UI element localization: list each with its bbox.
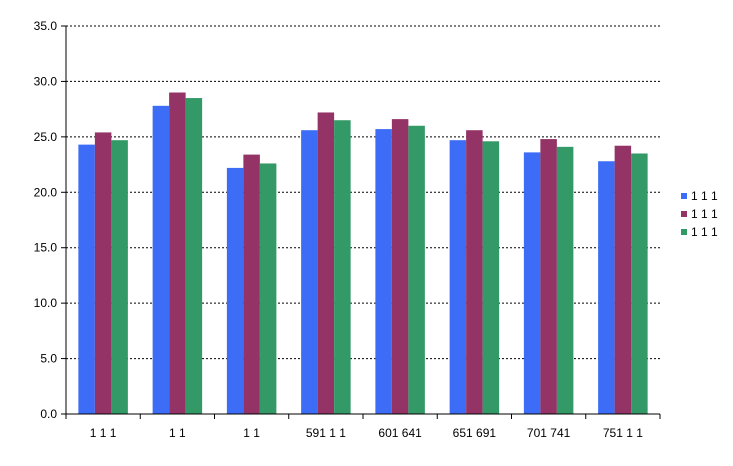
bar	[614, 145, 632, 414]
y-tick-label: 0.0	[40, 407, 57, 421]
grid-lines	[66, 25, 660, 360]
bar	[243, 154, 260, 414]
y-tick-label: 10.0	[34, 296, 58, 310]
legend-label: 1 1 1	[691, 207, 718, 221]
legend-swatch	[681, 193, 687, 199]
x-tick-label: 601 641	[378, 426, 422, 440]
y-tick-label: 20.0	[34, 185, 58, 199]
bar	[185, 98, 203, 415]
y-tick-label: 35.0	[34, 19, 58, 33]
x-tick-label: 651 691	[453, 426, 497, 440]
x-tick-labels: 1 1 1 1 1 1 1 591 1 1 601 641 651 691 701 741 7…	[90, 426, 643, 440]
y-tick-label: 30.0	[34, 74, 58, 88]
bar	[334, 120, 351, 414]
legend-label: 1 1 1	[691, 189, 718, 203]
x-tick-label: 701 741	[527, 426, 571, 440]
axes	[61, 25, 661, 419]
bar	[152, 105, 170, 415]
bar	[226, 167, 244, 414]
x-tick-label: 1 1	[243, 426, 260, 440]
bar	[482, 141, 500, 414]
x-tick-label: 1 1 1	[90, 426, 117, 440]
x-tick-label: 591 1 1	[306, 426, 346, 440]
y-tick-label: 5.0	[40, 352, 57, 366]
legend-label: 1 1 1	[691, 225, 718, 239]
x-tick-label: 1 1	[169, 426, 186, 440]
bar	[375, 129, 392, 414]
bar	[466, 130, 483, 414]
bar	[598, 161, 615, 414]
bar	[169, 92, 186, 414]
bar	[631, 153, 648, 414]
bar	[94, 132, 112, 414]
bar	[556, 146, 574, 414]
bar	[449, 140, 467, 414]
bar	[301, 130, 318, 414]
bar	[78, 144, 95, 415]
bar	[523, 152, 541, 414]
bar	[317, 112, 335, 415]
x-tick-label: 751 1 1	[603, 426, 643, 440]
bar	[259, 163, 277, 414]
y-tick-label: 15.0	[34, 241, 58, 255]
legend: 1 1 1 1 1 1 1 1 1	[681, 189, 718, 239]
bars	[78, 92, 648, 415]
legend-swatch	[681, 211, 687, 217]
y-tick-labels: 0.0 5.0 10.0 15.0 20.0 25.0 30.0 35.0	[34, 19, 58, 421]
bar	[111, 140, 128, 414]
legend-swatch	[681, 229, 687, 235]
y-tick-label: 25.0	[34, 130, 58, 144]
bar	[408, 125, 425, 415]
bar	[391, 119, 409, 415]
bar	[540, 139, 557, 414]
